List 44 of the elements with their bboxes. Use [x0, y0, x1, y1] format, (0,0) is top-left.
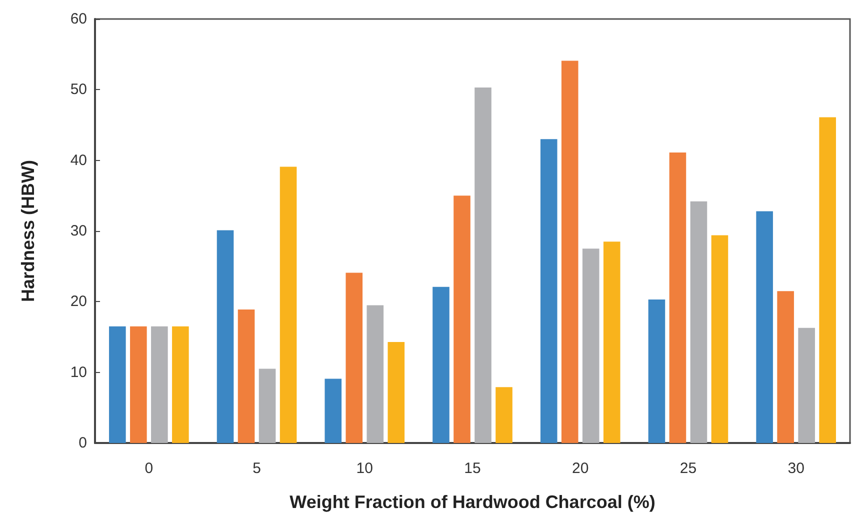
y-tick-label: 20 [70, 293, 87, 310]
x-axis-title: Weight Fraction of Hardwood Charcoal (%) [290, 492, 656, 512]
bar [798, 328, 815, 443]
bar [496, 387, 512, 443]
bar [603, 242, 620, 443]
bar [151, 326, 168, 443]
bar [777, 291, 794, 443]
bar [346, 272, 363, 443]
bar [711, 235, 728, 443]
bar [669, 152, 686, 443]
bar [388, 342, 405, 443]
y-tick-label: 0 [78, 434, 87, 452]
bar [648, 300, 666, 443]
bar [756, 211, 773, 443]
y-tick-label: 60 [70, 10, 87, 28]
x-tick-label: 20 [572, 460, 589, 477]
bar [474, 88, 492, 443]
bar [130, 326, 147, 443]
bar [582, 248, 600, 443]
bar [819, 117, 836, 443]
x-tick-label: 0 [144, 460, 154, 477]
x-tick-label: 15 [464, 460, 481, 477]
y-axis-title: Hardness (HBW) [18, 160, 38, 302]
bar [690, 201, 708, 443]
y-tick-label: 50 [70, 81, 87, 98]
y-tick-label: 40 [70, 152, 87, 169]
y-tick-label: 10 [70, 364, 87, 381]
x-tick-label: 30 [788, 460, 804, 477]
bar [280, 166, 297, 443]
bar [324, 378, 342, 443]
bar [109, 326, 126, 443]
bar [366, 305, 384, 443]
bar [432, 286, 450, 443]
bar [540, 139, 558, 443]
bar [172, 326, 189, 443]
bar [238, 309, 255, 443]
x-tick-label: 5 [252, 460, 261, 477]
x-tick-label: 25 [680, 460, 697, 477]
y-tick-label: 30 [70, 222, 87, 240]
bar [561, 60, 578, 443]
bar [454, 196, 470, 443]
bar [216, 230, 234, 443]
x-tick-label: 10 [356, 460, 373, 477]
bar [258, 368, 276, 443]
